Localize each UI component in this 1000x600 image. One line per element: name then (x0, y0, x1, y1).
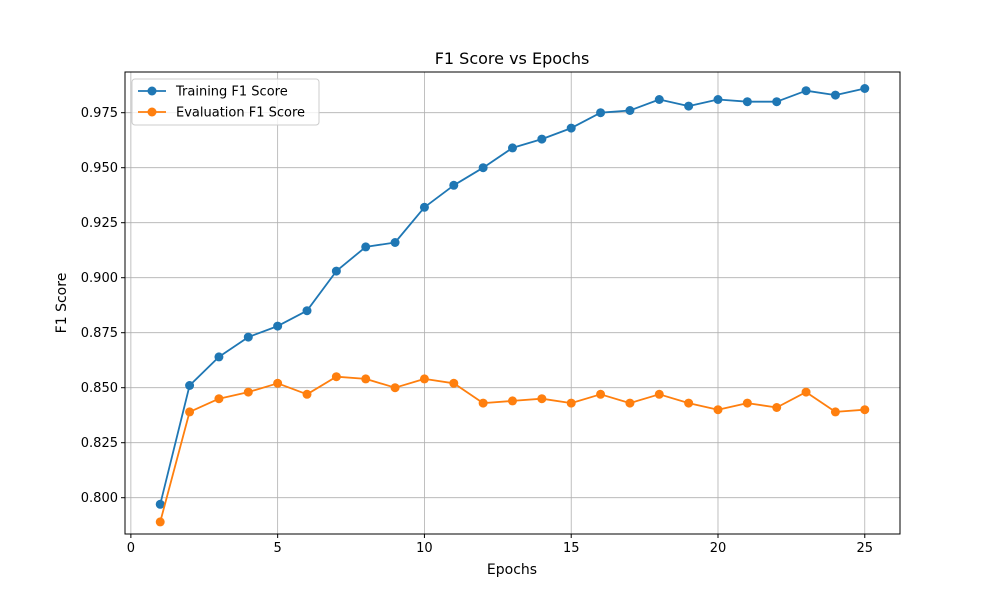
data-point-training (566, 123, 576, 133)
legend-label-training: Training F1 Score (175, 85, 288, 100)
data-point-evaluation (625, 398, 635, 408)
data-point-evaluation (302, 389, 312, 399)
x-tick-label: 0 (127, 541, 135, 556)
data-point-evaluation (478, 398, 488, 408)
data-point-evaluation (331, 372, 341, 382)
plot-frame (124, 71, 901, 535)
data-point-training (772, 97, 782, 107)
data-point-training (155, 499, 165, 509)
data-point-evaluation (214, 394, 224, 404)
data-point-evaluation (742, 398, 752, 408)
legend-marker-training (147, 86, 157, 96)
data-point-evaluation (273, 378, 283, 388)
y-tick-label: 0.800 (81, 491, 118, 506)
y-axis-label: F1 Score (54, 273, 70, 334)
data-point-evaluation (243, 387, 253, 397)
data-point-training (331, 266, 341, 276)
chart-title: F1 Score vs Epochs (435, 49, 590, 68)
data-point-training (302, 306, 312, 316)
data-point-evaluation (830, 407, 840, 417)
data-point-training (713, 95, 723, 104)
series-evaluation (155, 372, 870, 527)
data-point-training (390, 238, 400, 247)
data-point-training (625, 106, 635, 115)
series-layer (155, 84, 870, 527)
y-axis-ticks: 0.800 0.825 0.850 0.875 0.900 0.925 0.950 0.975 (81, 106, 125, 506)
data-point-evaluation (713, 405, 723, 415)
y-tick-label: 0.975 (81, 106, 118, 121)
data-point-evaluation (801, 387, 811, 397)
data-point-training (361, 242, 371, 252)
legend-label-evaluation: Evaluation F1 Score (176, 106, 305, 121)
data-point-training (419, 202, 429, 212)
legend-marker-evaluation (147, 107, 157, 117)
data-point-training (537, 134, 547, 144)
data-point-training (596, 108, 606, 118)
legend: Training F1 Score Evaluation F1 Score (131, 78, 320, 126)
y-tick-label: 0.850 (81, 381, 118, 396)
data-point-evaluation (361, 374, 371, 384)
legend-box (131, 78, 320, 126)
grid-lines (125, 72, 900, 534)
data-point-evaluation (596, 389, 606, 399)
data-point-training (684, 101, 694, 111)
data-point-evaluation (654, 389, 664, 399)
data-point-evaluation (449, 378, 459, 388)
y-tick-label: 0.900 (81, 271, 118, 286)
data-point-training (185, 381, 195, 390)
x-tick-label: 5 (274, 541, 282, 556)
data-point-evaluation (390, 383, 400, 393)
series-training (155, 84, 870, 509)
data-point-evaluation (185, 407, 195, 417)
x-tick-label: 15 (563, 541, 580, 556)
data-point-evaluation (772, 403, 782, 412)
data-point-evaluation (684, 398, 694, 408)
data-point-training (742, 97, 752, 107)
x-tick-label: 25 (856, 541, 873, 556)
data-point-training (654, 95, 664, 104)
data-point-training (478, 163, 488, 173)
y-tick-label: 0.950 (81, 161, 118, 176)
data-point-training (508, 143, 517, 153)
data-point-training (801, 86, 811, 96)
y-tick-label: 0.875 (81, 326, 118, 341)
x-axis-label: Epochs (487, 562, 537, 578)
data-point-training (830, 90, 840, 100)
y-tick-label: 0.925 (81, 216, 118, 231)
data-point-evaluation (508, 396, 517, 406)
data-point-evaluation (860, 405, 870, 415)
data-point-training (860, 84, 870, 93)
data-point-training (273, 321, 283, 331)
y-tick-label: 0.825 (81, 436, 118, 451)
data-point-training (243, 332, 253, 342)
data-point-evaluation (566, 398, 576, 408)
x-tick-label: 20 (710, 541, 727, 556)
x-axis-ticks: 0 5 10 15 20 25 (127, 534, 873, 556)
data-point-evaluation (419, 374, 429, 384)
x-tick-label: 10 (416, 541, 433, 556)
data-point-evaluation (155, 517, 165, 527)
data-point-evaluation (537, 394, 547, 404)
data-point-training (214, 352, 224, 362)
data-point-training (449, 180, 459, 190)
